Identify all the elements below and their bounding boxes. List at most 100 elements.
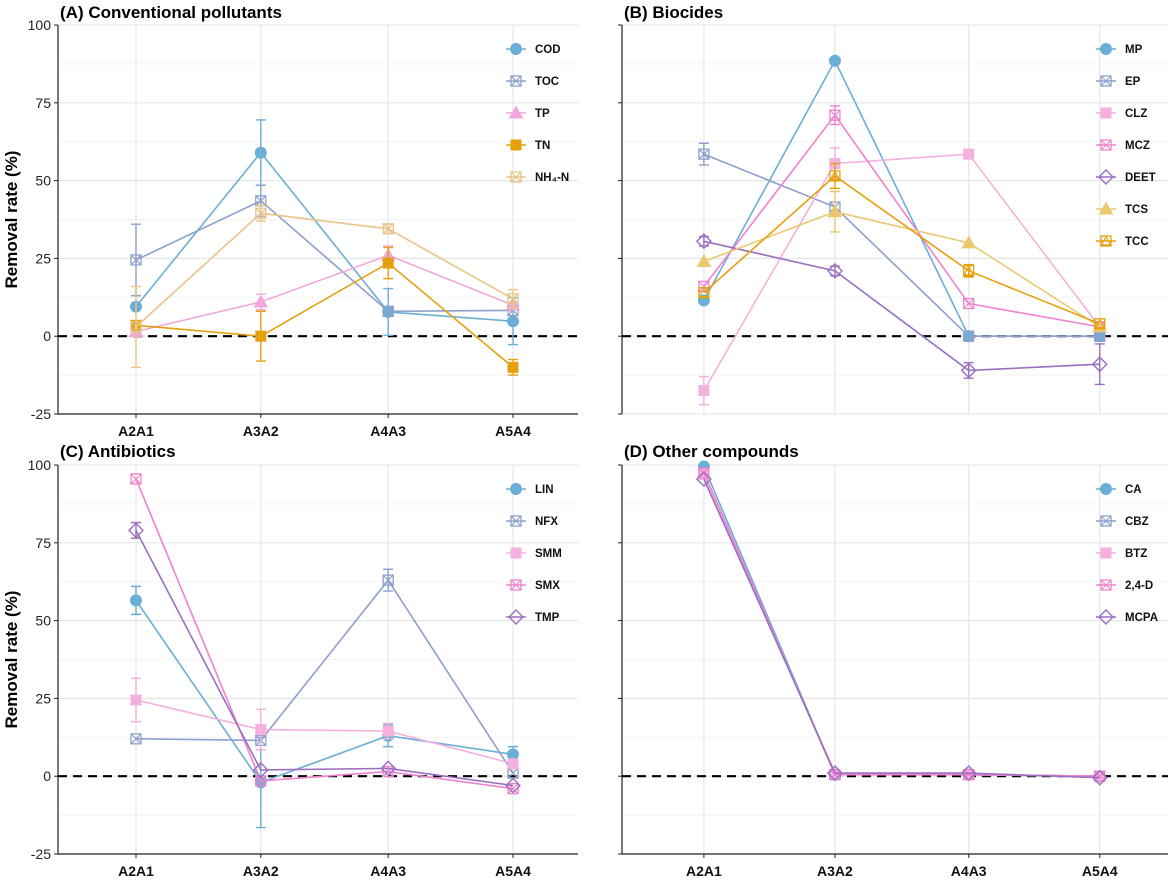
data-point <box>698 385 710 397</box>
y-tick-label: 100 <box>28 17 52 33</box>
data-point <box>963 265 975 277</box>
panel-C: 100 75 50 25 0 -25 A2A1 A3A2 A4A3 A5A4 (C) Antibio… <box>2 442 578 879</box>
legend-marker <box>510 139 522 151</box>
legend-label: MP <box>1125 44 1143 56</box>
data-point <box>130 594 142 607</box>
legend-marker <box>510 75 522 87</box>
legend-label: NFX <box>535 516 558 528</box>
data-point <box>963 148 975 160</box>
legend-label: CBZ <box>1125 516 1149 528</box>
data-point <box>253 294 269 308</box>
data-point <box>382 257 394 269</box>
legend-marker <box>510 515 522 527</box>
legend-marker <box>1098 609 1114 625</box>
legend-item: CA <box>1096 483 1142 496</box>
data-point <box>960 362 977 379</box>
legend-label: CA <box>1125 484 1142 496</box>
data-point <box>963 297 975 310</box>
legend-label: NH₄-N <box>535 172 569 184</box>
panel-B: (B) Biocides MP EP CLZ MCZ DEET TCS TCC <box>618 3 1168 415</box>
y-tick-label: 75 <box>35 535 51 551</box>
legend-item: MP <box>1096 43 1143 56</box>
legend-marker <box>1098 201 1114 215</box>
legend-item: SMM <box>506 547 562 560</box>
series-SMX <box>130 473 519 795</box>
data-point <box>826 262 843 279</box>
legend-item: TP <box>506 105 550 120</box>
data-point <box>960 765 977 782</box>
series-line <box>703 478 1100 779</box>
series-line <box>703 240 1100 372</box>
error-bar <box>829 265 840 277</box>
series-line <box>135 578 514 774</box>
panel-title: (C) Antibiotics <box>60 442 176 461</box>
series-line <box>703 474 1100 777</box>
legend-marker <box>510 43 522 55</box>
legend-item: NFX <box>506 515 558 528</box>
series-SMM <box>130 677 519 770</box>
series-CBZ <box>698 467 1106 782</box>
data-point <box>255 775 267 787</box>
panel-A: 100 75 50 25 0 -25 A2A1 A3A2 A4A3 A5A4 (A) Convent… <box>2 3 578 439</box>
legend-label: TCS <box>1125 204 1148 216</box>
x-tick-label: A3A2 <box>817 863 853 879</box>
legend-item: TCC <box>1096 235 1149 248</box>
data-point <box>255 207 267 219</box>
x-tick-label: A4A3 <box>370 423 406 439</box>
legend-item: MCZ <box>1096 139 1150 152</box>
data-point <box>961 235 977 249</box>
y-tick-label: -25 <box>31 406 51 422</box>
data-point <box>698 286 710 299</box>
series-line <box>135 151 514 323</box>
x-tick-label: A2A1 <box>118 863 154 879</box>
data-point <box>255 724 267 736</box>
legend-item: TN <box>506 139 550 152</box>
data-point <box>130 321 142 333</box>
legend-marker <box>1100 579 1112 591</box>
x-tick-label: A2A1 <box>118 423 154 439</box>
data-point <box>382 574 394 586</box>
series-line <box>135 199 514 313</box>
series-line <box>135 254 514 333</box>
legend-item: TMP <box>506 609 560 625</box>
legend-label: DEET <box>1125 172 1156 184</box>
data-point <box>696 253 712 268</box>
y-tick-label: 75 <box>35 95 51 111</box>
x-tick-label: A3A2 <box>243 423 279 439</box>
legend-marker <box>508 105 524 119</box>
legend-marker <box>508 609 524 625</box>
data-point <box>380 760 397 777</box>
data-point <box>507 361 519 373</box>
y-axis-label: Removal rate (%) <box>2 591 21 729</box>
series-line <box>703 59 1100 338</box>
data-point <box>963 330 975 342</box>
legend: LIN NFX SMM SMX TMP <box>506 483 562 625</box>
series-line <box>135 529 514 787</box>
data-point <box>695 233 712 250</box>
series-line <box>703 113 1100 328</box>
data-point <box>382 223 394 235</box>
data-point <box>505 777 521 794</box>
series-MCPA <box>695 471 1108 786</box>
legend-label: MCPA <box>1125 612 1158 624</box>
legend-item: NH₄-N <box>506 171 569 184</box>
error-bar <box>698 235 709 247</box>
data-point <box>128 522 144 539</box>
data-point <box>507 315 519 328</box>
series-line <box>135 262 514 368</box>
series-MP <box>697 54 1106 343</box>
data-point <box>828 54 841 67</box>
series-line <box>135 478 514 790</box>
legend-marker <box>1100 43 1112 55</box>
legend-item: TCS <box>1096 201 1148 216</box>
series-TMP <box>128 521 521 794</box>
legend-label: TCC <box>1125 236 1149 248</box>
legend-label: TOC <box>535 76 559 88</box>
legend-marker <box>1100 515 1112 527</box>
series-line <box>703 472 1100 777</box>
data-point <box>252 761 269 778</box>
series-TCC <box>698 162 1106 330</box>
series-NH₄-N <box>130 204 519 369</box>
legend-label: MCZ <box>1125 140 1150 152</box>
data-point <box>829 109 841 121</box>
